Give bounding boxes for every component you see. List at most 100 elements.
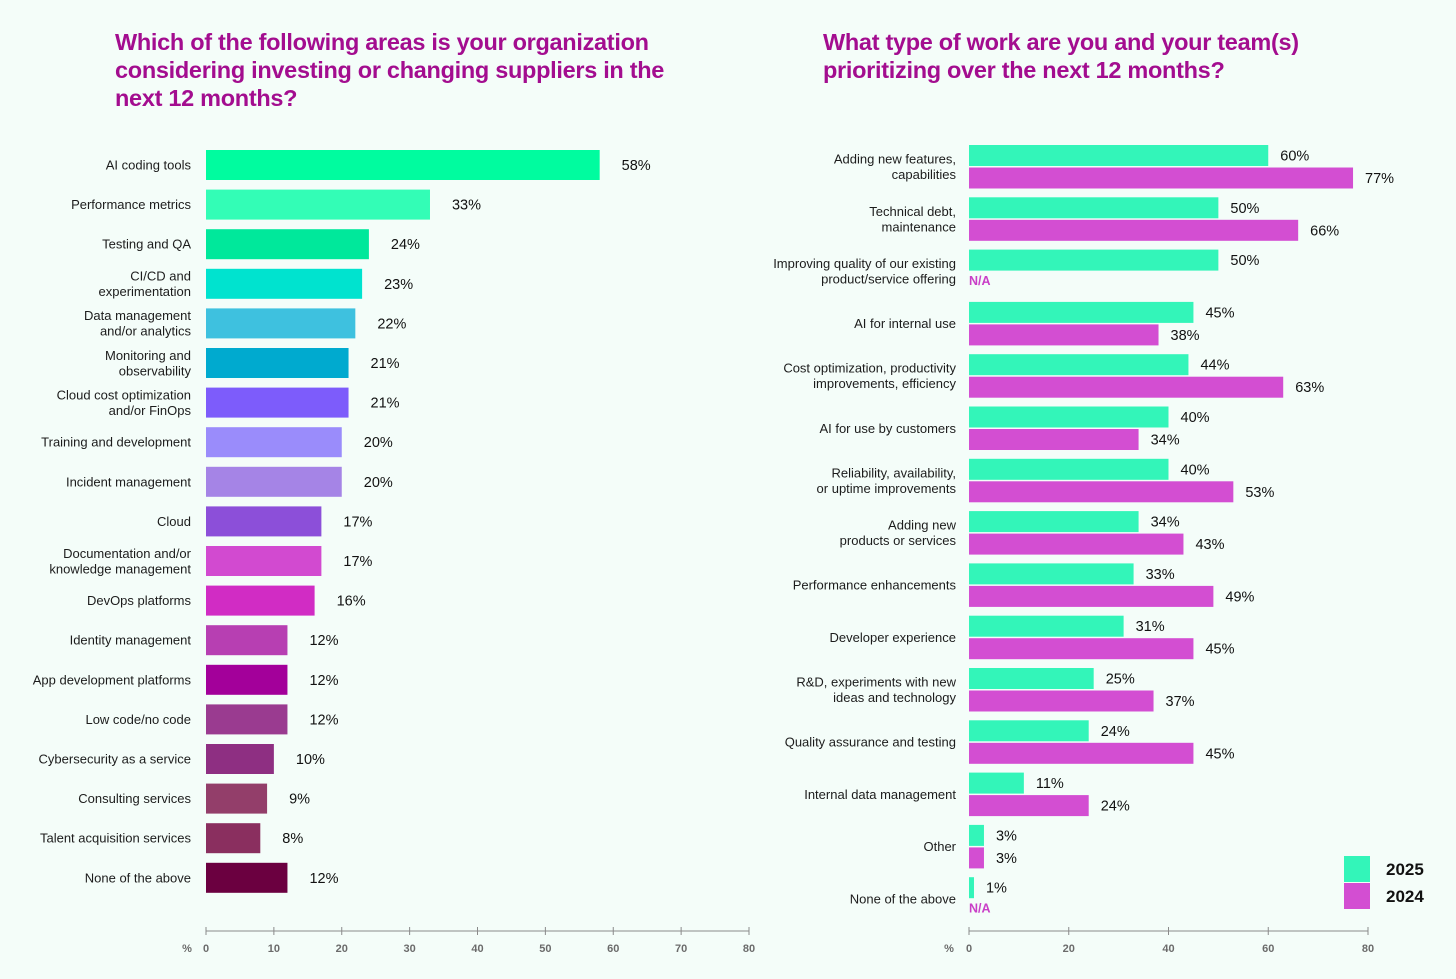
left-value-label-15: 10% (296, 752, 325, 768)
left-category-label-11: DevOps platforms (87, 593, 192, 608)
left-category-label-16: Consulting services (78, 791, 191, 806)
left-value-label-1: 33% (452, 198, 481, 214)
left-bar-4 (206, 308, 356, 339)
right-value-label-2025-14: 1% (986, 881, 1007, 897)
legend-label-2024: 2024 (1386, 887, 1424, 906)
right-bar-2024-13 (969, 847, 984, 869)
left-value-label-0: 58% (622, 158, 651, 174)
left-category-label-7: Training and development (41, 435, 191, 450)
left-value-label-10: 17% (343, 554, 372, 570)
left-category-label-17: Talent acquisition services (40, 831, 192, 846)
left-bar-10 (206, 546, 322, 576)
left-tick-label-1: 10 (268, 943, 280, 955)
right-category-label-10: R&D, experiments with new ideas and techn… (796, 675, 956, 706)
right-bar-2024-10 (969, 690, 1154, 712)
left-value-label-16: 9% (289, 792, 310, 808)
left-bar-6 (206, 387, 349, 418)
right-bar-2025-1 (969, 197, 1219, 219)
left-bar-2 (206, 229, 369, 260)
right-bar-2025-10 (969, 668, 1094, 689)
left-value-label-11: 16% (337, 594, 366, 610)
left-bar-8 (206, 466, 342, 497)
legend-label-2025: 2025 (1386, 860, 1424, 879)
right-bar-2024-6 (969, 481, 1234, 503)
left-value-label-5: 21% (371, 356, 400, 372)
right-value-label-2024-12: 24% (1101, 799, 1130, 815)
right-value-label-2024-5: 34% (1151, 433, 1180, 449)
right-axis-unit: % (944, 943, 954, 955)
left-category-label-0: AI coding tools (106, 158, 192, 173)
right-value-label-2024-2: N/A (969, 274, 991, 288)
left-value-label-18: 12% (309, 871, 338, 887)
right-value-label-2025-0: 60% (1280, 149, 1309, 165)
right-bar-2024-4 (969, 376, 1284, 398)
right-bar-2025-5 (969, 406, 1169, 428)
left-value-label-3: 23% (384, 277, 413, 293)
left-bar-18 (206, 862, 288, 893)
right-bar-2025-13 (969, 824, 984, 846)
right-value-label-2024-6: 53% (1245, 485, 1274, 501)
left-tick-label-3: 30 (404, 943, 416, 955)
left-category-label-3: CI/CD and experimentation (99, 269, 192, 300)
left-category-label-9: Cloud (157, 514, 191, 529)
right-value-label-2024-1: 66% (1310, 223, 1339, 239)
left-bar-1 (206, 189, 430, 220)
left-value-label-12: 12% (309, 633, 338, 649)
right-value-label-2024-13: 3% (996, 851, 1017, 867)
right-value-label-2024-3: 38% (1171, 328, 1200, 344)
right-value-label-2024-8: 49% (1225, 589, 1254, 605)
left-value-label-17: 8% (282, 831, 303, 847)
right-category-label-13: Other (923, 839, 956, 854)
left-value-label-9: 17% (343, 514, 372, 530)
right-category-label-7: Adding new products or services (840, 518, 957, 549)
right-bar-2024-12 (969, 795, 1089, 817)
left-bar-16 (206, 783, 268, 814)
left-value-label-7: 20% (364, 435, 393, 451)
right-bar-2025-11 (969, 720, 1089, 742)
right-value-label-2025-11: 24% (1101, 724, 1130, 740)
right-tick-label-0: 0 (966, 943, 972, 955)
right-category-label-3: AI for internal use (854, 316, 956, 331)
left-bar-14 (206, 704, 288, 735)
left-tick-label-0: 0 (203, 943, 209, 955)
left-bar-0 (206, 150, 600, 180)
left-bar-3 (206, 268, 363, 299)
left-bar-17 (206, 823, 261, 854)
right-bar-2024-9 (969, 638, 1194, 660)
left-chart-title: Which of the following areas is your org… (115, 29, 665, 111)
right-value-label-2024-7: 43% (1195, 537, 1224, 553)
right-value-label-2024-0: 77% (1365, 171, 1394, 187)
right-category-label-1: Technical debt, maintenance (869, 204, 956, 235)
left-category-label-14: Low code/no code (85, 712, 191, 727)
left-tick-label-2: 20 (336, 943, 348, 955)
left-tick-label-4: 40 (471, 943, 483, 955)
right-value-label-2024-4: 63% (1295, 380, 1324, 396)
left-category-label-15: Cybersecurity as a service (39, 752, 191, 767)
right-category-label-5: AI for use by customers (819, 421, 956, 436)
right-bar-2025-14 (969, 877, 974, 899)
right-value-label-2025-6: 40% (1181, 462, 1210, 478)
left-axis-unit: % (182, 943, 192, 955)
right-bar-2025-3 (969, 301, 1194, 323)
right-bar-2025-2 (969, 249, 1219, 271)
left-bar-5 (206, 348, 349, 378)
right-value-label-2025-7: 34% (1151, 515, 1180, 531)
left-category-label-1: Performance metrics (71, 197, 191, 212)
right-value-label-2025-12: 11% (1036, 776, 1064, 792)
left-value-label-2: 24% (391, 237, 420, 253)
right-bar-2024-11 (969, 742, 1194, 764)
left-category-label-12: Identity management (70, 633, 192, 648)
left-tick-label-6: 60 (607, 943, 619, 955)
left-category-label-5: Monitoring and observability (105, 348, 191, 379)
right-value-label-2025-4: 44% (1200, 358, 1229, 374)
left-tick-label-7: 70 (675, 943, 687, 955)
right-bar-2024-7 (969, 533, 1184, 555)
right-value-label-2024-9: 45% (1205, 642, 1234, 658)
right-bar-2025-4 (969, 354, 1189, 376)
right-bar-2024-8 (969, 585, 1214, 607)
right-bar-2025-8 (969, 563, 1134, 585)
right-value-label-2025-9: 31% (1136, 619, 1165, 635)
right-bar-2025-7 (969, 511, 1139, 533)
left-category-label-18: None of the above (85, 870, 191, 885)
right-category-label-0: Adding new features, capabilities (834, 152, 957, 183)
